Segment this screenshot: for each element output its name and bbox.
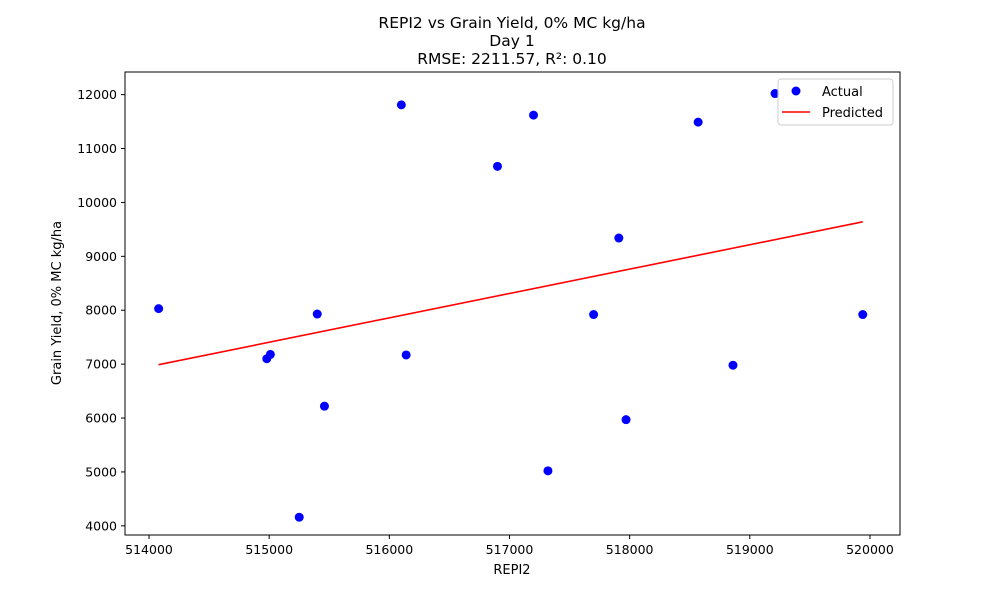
actual-point	[492, 161, 502, 171]
y-tick-label: 10000	[77, 195, 117, 210]
y-tick-label: 9000	[85, 249, 117, 264]
data-marks	[154, 89, 868, 522]
actual-point	[396, 100, 406, 110]
plot-area	[124, 71, 901, 536]
x-tick-label: 519000	[726, 542, 774, 557]
actual-point	[319, 401, 329, 411]
legend-box	[777, 78, 894, 126]
chart-title-line-2: Day 1	[489, 32, 534, 50]
x-tick-label: 514000	[125, 542, 173, 557]
y-tick-label: 5000	[85, 464, 117, 479]
x-axis: 514000 515000 516000 517000 518000 519000 5200…	[125, 535, 894, 557]
y-tick-label: 12000	[77, 87, 117, 102]
x-tick-label: 520000	[846, 542, 894, 557]
actual-point	[589, 310, 599, 320]
x-tick-label: 517000	[486, 542, 534, 557]
actual-point	[858, 310, 868, 320]
y-tick-label: 7000	[85, 357, 117, 372]
actual-point	[770, 89, 780, 99]
actual-point	[614, 233, 624, 243]
chart-title-line-1: REPI2 vs Grain Yield, 0% MC kg/ha	[378, 14, 645, 32]
y-tick-label: 11000	[77, 141, 117, 156]
actual-point	[154, 304, 164, 314]
legend-marker-actual	[791, 86, 801, 96]
x-axis-label: REPI2	[493, 563, 530, 578]
chart-title-line-3: RMSE: 2211.57, R²: 0.10	[417, 50, 607, 68]
actual-point	[728, 360, 738, 370]
actual-point	[401, 350, 411, 360]
legend-label-actual: Actual	[822, 85, 863, 100]
x-tick-label: 516000	[365, 542, 413, 557]
actual-point	[621, 415, 631, 425]
y-tick-label: 8000	[85, 303, 117, 318]
y-axis: 4000 5000 6000 7000 8000 9000 10000 11000 12000	[77, 87, 125, 533]
y-axis-label: Grain Yield, 0% MC kg/ha	[50, 221, 65, 385]
legend-label-predicted: Predicted	[822, 106, 883, 121]
x-tick-label: 515000	[245, 542, 293, 557]
actual-point	[312, 309, 322, 319]
y-tick-label: 4000	[85, 518, 117, 533]
legend: Actual Predicted	[777, 78, 894, 126]
actual-point	[543, 466, 553, 476]
actual-point	[693, 117, 703, 127]
actual-point	[529, 110, 539, 120]
x-tick-label: 518000	[606, 542, 654, 557]
actual-point	[294, 512, 304, 522]
predicted-line	[158, 221, 863, 366]
plot-frame	[124, 71, 901, 536]
actual-point	[265, 349, 275, 359]
y-tick-label: 6000	[85, 411, 117, 426]
